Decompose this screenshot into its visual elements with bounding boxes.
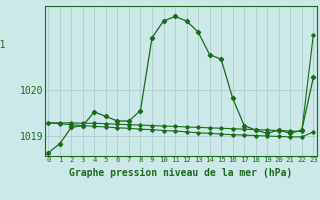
X-axis label: Graphe pression niveau de la mer (hPa): Graphe pression niveau de la mer (hPa) — [69, 168, 292, 178]
Text: 1021: 1021 — [0, 40, 7, 50]
